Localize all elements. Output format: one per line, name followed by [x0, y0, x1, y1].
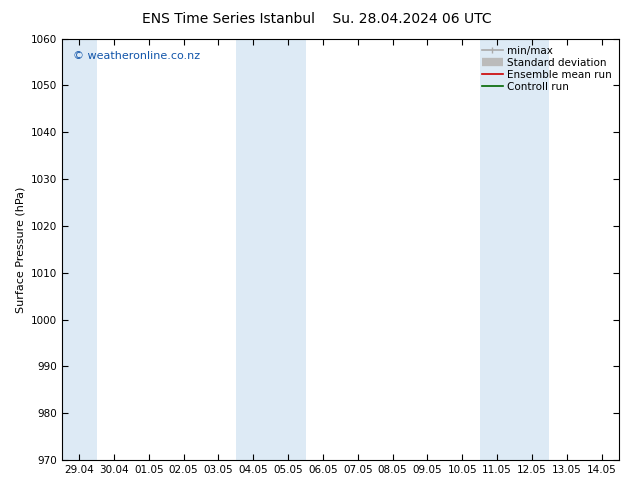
Text: ENS Time Series Istanbul    Su. 28.04.2024 06 UTC: ENS Time Series Istanbul Su. 28.04.2024 …: [142, 12, 492, 26]
Bar: [480, 39, 515, 460]
Legend: min/max, Standard deviation, Ensemble mean run, Controll run: min/max, Standard deviation, Ensemble me…: [480, 44, 614, 94]
Y-axis label: Surface Pressure (hPa): Surface Pressure (hPa): [15, 186, 25, 313]
Bar: [271, 39, 306, 460]
Text: © weatheronline.co.nz: © weatheronline.co.nz: [73, 51, 200, 61]
Bar: [236, 39, 271, 460]
Bar: [515, 39, 549, 460]
Bar: [61, 39, 96, 460]
